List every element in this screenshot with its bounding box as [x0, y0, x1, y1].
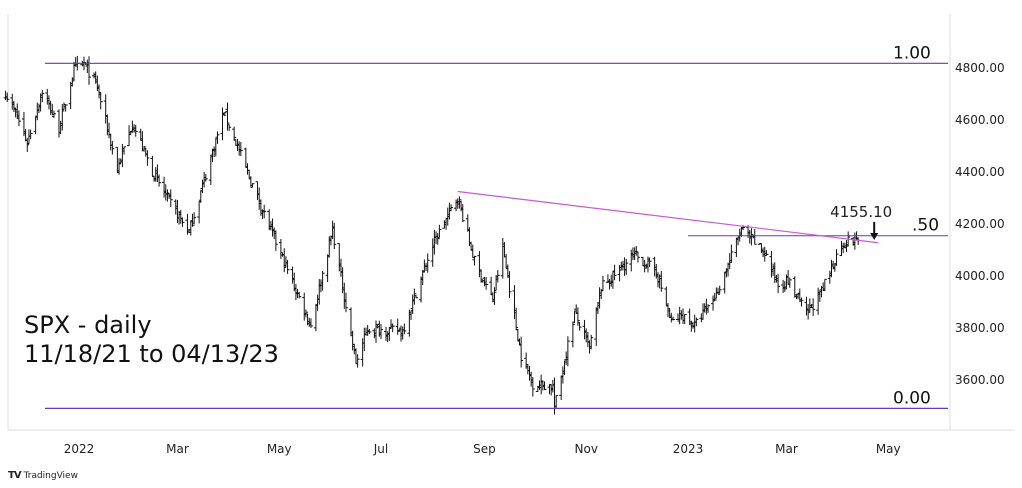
y-tick-label: 4800.00	[955, 61, 1005, 75]
x-tick-label: 2022	[64, 442, 95, 456]
x-tick-label: May	[876, 442, 901, 456]
tradingview-logo-icon: TV	[8, 470, 22, 481]
y-tick-label: 4600.00	[955, 113, 1005, 127]
tradingview-brand: TV TradingView	[8, 470, 78, 481]
chart-title: SPX - daily	[24, 311, 152, 339]
annotation-value: 4155.10	[830, 203, 892, 221]
x-tick-label: 2023	[673, 442, 704, 456]
y-tick-label: 3800.00	[955, 321, 1005, 335]
x-tick-label: May	[267, 442, 292, 456]
fib-level-label: 1.00	[893, 43, 931, 63]
y-tick-label: 4000.00	[955, 269, 1005, 283]
x-tick-label: Nov	[575, 442, 598, 456]
x-tick-label: Mar	[775, 442, 798, 456]
y-tick-label: 3600.00	[955, 373, 1005, 387]
resistance-trendline	[457, 190, 879, 244]
fib-level-label: 0.00	[893, 388, 931, 408]
x-tick-label: Jul	[373, 442, 388, 456]
x-tick-label: Mar	[166, 442, 189, 456]
fib-level-label: .50	[912, 216, 939, 236]
down-arrow-icon	[870, 233, 879, 240]
y-tick-label: 4400.00	[955, 165, 1005, 179]
tradingview-name: TradingView	[23, 470, 78, 481]
y-tick-label: 4200.00	[955, 217, 1005, 231]
chart-subtitle: 11/18/21 to 04/13/23	[24, 340, 279, 368]
x-tick-label: Sep	[473, 442, 496, 456]
